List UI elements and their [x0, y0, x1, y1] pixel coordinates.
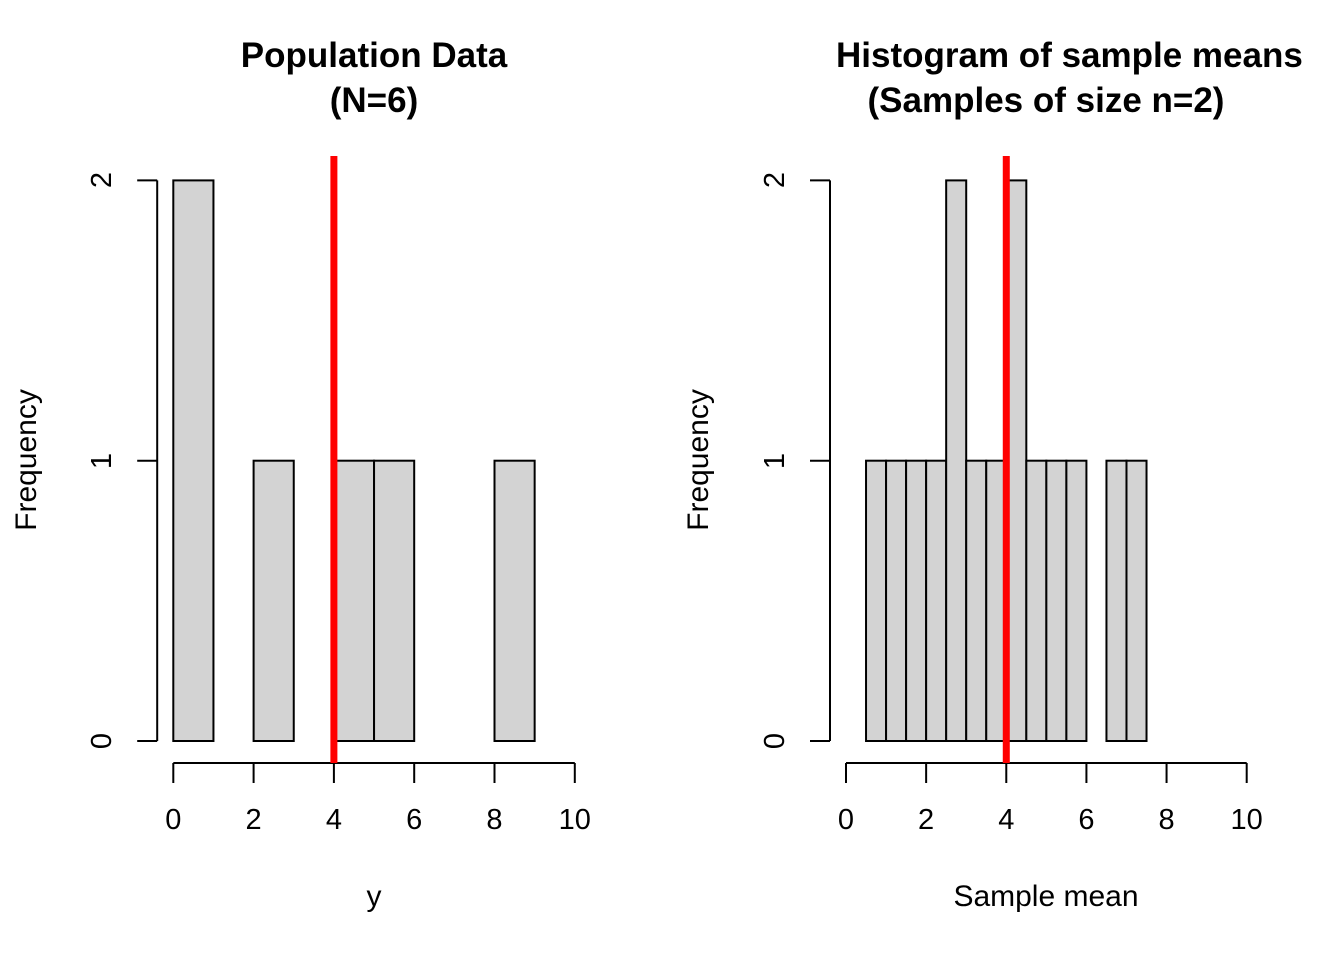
sample-means-x-axis-label: Sample mean: [953, 880, 1139, 913]
population-histogram-bar: [493, 459, 536, 742]
sample-means-histogram-bar: [885, 459, 908, 742]
population-y-tick-label: 2: [86, 172, 119, 189]
sample-means-histogram-bar: [965, 459, 988, 742]
sample-means-histogram-bar: [865, 459, 888, 742]
population-x-tick-label: 8: [486, 804, 503, 836]
sample-means-x-tick-label: 0: [837, 804, 855, 836]
population-x-tick-label: 10: [558, 804, 591, 836]
sample-means-x-tick-label: 10: [1230, 804, 1263, 836]
population-histogram-bar: [172, 179, 215, 742]
sample-means-x-tick-label: 8: [1158, 804, 1175, 836]
sample-means-y-tick-label: 1: [759, 452, 791, 469]
population-histogram-bar: [252, 459, 295, 742]
population-x-tick-label: 2: [245, 804, 262, 836]
population-histogram-title: Population Data (N=6): [164, 33, 584, 123]
sample-means-histogram-bar: [945, 179, 968, 742]
sample-means-histogram-title: Histogram of sample means (Samples of si…: [836, 33, 1303, 123]
population-x-tick-label: 0: [165, 804, 182, 836]
population-x-tick-label: 4: [325, 804, 342, 836]
population-histogram-title-line2: (N=6): [329, 81, 419, 120]
sample-means-x-tick-label: 2: [918, 804, 935, 836]
population-x-tick-label: 6: [406, 804, 423, 836]
sample-means-y-tick-label: 2: [759, 172, 791, 189]
sample-means-histogram-bar: [925, 459, 948, 742]
population-histogram-bar: [373, 459, 416, 742]
sample-means-histogram-bar: [1125, 459, 1148, 742]
sample-means-x-tick-label: 6: [1078, 804, 1095, 836]
sample-means-x-tick-label: 4: [998, 804, 1015, 836]
sample-means-histogram-bar: [1045, 459, 1068, 742]
population-y-tick-label: 1: [86, 452, 119, 469]
population-x-axis-label: y: [366, 880, 382, 913]
population-y-tick-label: 0: [86, 732, 119, 750]
population-y-axis-label: Frequency: [10, 389, 43, 531]
sample-means-histogram-title-line2: (Samples of size n=2): [867, 81, 1225, 120]
sample-means-histogram-title-line1: Histogram of sample means: [836, 36, 1303, 75]
population-histogram-title-line1: Population Data: [240, 36, 508, 75]
population-histogram-bar: [332, 459, 376, 742]
sample-means-histogram-bar: [1025, 459, 1048, 742]
sample-means-y-axis-label: Frequency: [682, 389, 715, 531]
sample-means-histogram-bar: [1065, 459, 1088, 742]
sample-means-histogram-bar: [1105, 459, 1128, 742]
sample-means-y-tick-label: 0: [759, 732, 791, 750]
sample-means-histogram-bar: [905, 459, 928, 742]
